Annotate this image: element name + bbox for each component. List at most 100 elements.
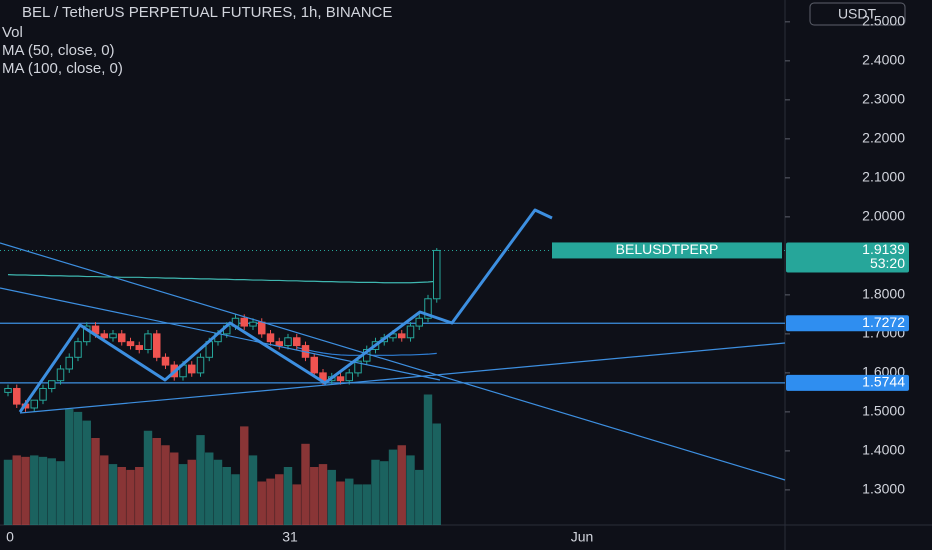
y-tick-label: 2.4000 — [862, 52, 905, 68]
path-drawing — [18, 208, 553, 413]
candle-body — [424, 298, 432, 319]
volume-bar — [161, 445, 170, 525]
candle-body — [415, 317, 423, 327]
volume-bar — [30, 455, 39, 525]
volume-bar — [275, 474, 284, 525]
candle-body — [118, 333, 126, 343]
volume-bar — [310, 467, 319, 525]
price-badge — [786, 315, 909, 332]
volume-bar — [415, 469, 424, 525]
candle-body — [406, 325, 415, 339]
x-tick-label: 0 — [6, 529, 14, 545]
symbol-label: BELUSDTPERP — [616, 241, 719, 257]
trend-line — [0, 242, 786, 481]
volume-bar — [152, 438, 161, 525]
price-badge — [786, 374, 909, 391]
volume-bar — [345, 478, 354, 525]
y-tick-label: 1.4000 — [862, 442, 905, 458]
volume-bar — [73, 411, 83, 525]
candle-body — [135, 345, 143, 350]
volume-bar — [257, 481, 266, 525]
currency-label[interactable]: USDT — [838, 6, 877, 22]
volume-bar — [12, 455, 21, 525]
volume-bar — [82, 420, 91, 525]
volume-bar — [56, 461, 65, 525]
volume-bar — [318, 464, 328, 525]
candle-body — [310, 356, 318, 374]
volume-bar — [423, 394, 433, 525]
y-tick-label: 2.0000 — [862, 208, 905, 224]
candle-body — [240, 317, 248, 327]
volume-bar — [336, 481, 345, 525]
volume-bar — [143, 430, 153, 525]
labels: BEL / TetherUS PERPETUAL FUTURES, 1h, BI… — [2, 2, 906, 77]
candle-body — [284, 337, 292, 347]
volume-bar — [108, 464, 118, 525]
volume-bar — [65, 409, 74, 525]
volume-bar — [240, 426, 249, 525]
volume-bar — [100, 455, 109, 525]
legend-item: Vol — [2, 24, 23, 41]
volume-bar — [3, 459, 13, 525]
candle-body — [275, 341, 283, 347]
candle-body — [30, 399, 38, 409]
candle-body — [433, 249, 441, 300]
volume-bar — [301, 443, 310, 525]
candle-body — [74, 341, 82, 358]
volume-bar — [117, 467, 126, 525]
volume-bar — [327, 469, 336, 525]
candle-body — [100, 333, 108, 339]
volume-bar — [397, 445, 406, 525]
trend-line — [0, 287, 441, 381]
volume-bar — [380, 461, 389, 525]
volume-bar — [38, 456, 48, 525]
candle-body — [354, 360, 362, 374]
volume-bar — [406, 455, 415, 525]
y-tick-label: 2.3000 — [862, 91, 905, 107]
candle-body — [336, 376, 345, 382]
candle-body — [126, 341, 135, 347]
candle-body — [258, 321, 266, 335]
candle-body — [293, 337, 301, 347]
volume-bar — [135, 467, 144, 525]
y-tick-label: 1.3000 — [862, 481, 905, 497]
y-tick-label: 2.5000 — [862, 13, 905, 29]
trend-line — [19, 342, 786, 414]
currency-button[interactable] — [809, 2, 906, 26]
level-label: 1.7272 — [862, 314, 905, 330]
candle-body — [196, 356, 205, 374]
volume-bar — [126, 469, 135, 525]
candle-body — [65, 356, 73, 370]
volume-bar — [187, 459, 196, 525]
candle-body — [48, 380, 56, 389]
volume-bar — [205, 452, 214, 525]
volume-bar — [283, 467, 293, 525]
volume-bar — [91, 438, 100, 525]
volume-bar — [362, 484, 371, 525]
candle-body — [398, 333, 406, 339]
volume-bar — [388, 449, 398, 525]
symbol-badge — [552, 242, 782, 259]
price-badge — [786, 242, 909, 273]
ma-line — [7, 273, 437, 284]
x-tick-label: Jun — [571, 529, 594, 545]
volume-bar — [178, 464, 188, 525]
volume-bar — [47, 458, 56, 525]
plot — [0, 248, 785, 525]
volume-bar — [196, 435, 205, 525]
volume-bar — [231, 474, 240, 525]
candle-body — [4, 387, 12, 393]
legend-item: MA (50, close, 0) — [2, 42, 115, 59]
volume-bar — [371, 459, 380, 525]
candle-body — [13, 387, 21, 405]
candle-body — [144, 333, 152, 350]
volume-bar — [222, 467, 231, 525]
last-price-label: 1.9139 — [862, 241, 905, 257]
volume-bar — [266, 478, 275, 525]
countdown-label: 53:20 — [870, 255, 905, 271]
volume-bar — [292, 484, 301, 525]
candle-body — [56, 368, 65, 382]
volume-bar — [170, 452, 179, 525]
candle-body — [39, 387, 47, 401]
